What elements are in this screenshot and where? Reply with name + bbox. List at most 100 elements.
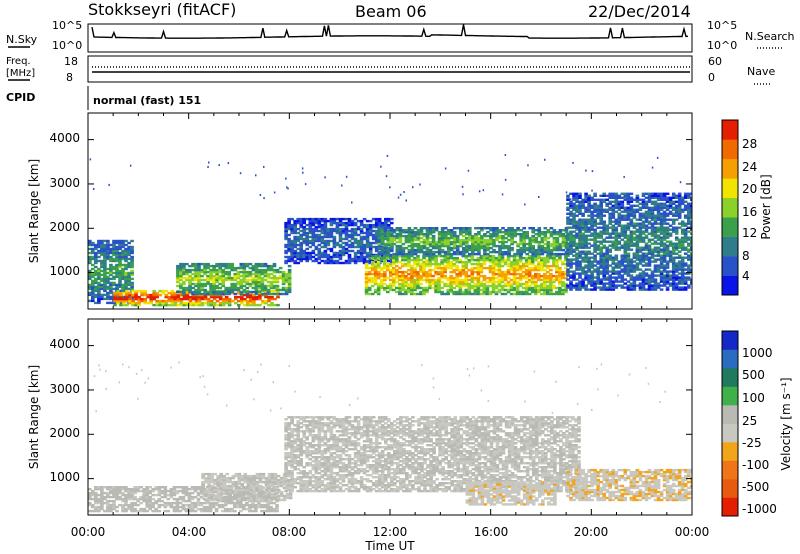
power-cell (482, 262, 487, 266)
power-cell (401, 242, 406, 246)
power-cell (593, 208, 597, 211)
power-cell (143, 301, 147, 305)
power-cell (614, 258, 619, 261)
power-cell (264, 295, 268, 299)
power-cell (593, 250, 597, 253)
power-cell (575, 256, 579, 259)
power-cell (446, 276, 450, 280)
power-cell (549, 244, 554, 248)
power-cell (659, 220, 664, 223)
power-cell (134, 295, 138, 299)
power-cell (437, 270, 441, 274)
power-cell (638, 260, 643, 263)
power-cell (296, 255, 300, 259)
power-cell (489, 234, 493, 238)
power-cell (127, 241, 131, 245)
power-cell (243, 293, 247, 297)
power-cell (537, 248, 542, 252)
power-cell (497, 272, 502, 276)
power-cell (182, 295, 187, 299)
power-cell (419, 270, 423, 274)
power-cell (534, 292, 538, 296)
power-cell (200, 262, 204, 266)
power-cell (425, 262, 429, 266)
power-cell (373, 256, 378, 260)
power-cell (593, 206, 597, 209)
power-cell (611, 236, 616, 239)
power-cell (537, 242, 542, 246)
power-cell (569, 220, 573, 223)
power-cell (296, 219, 300, 223)
power-cell (115, 263, 119, 267)
power-cell (452, 292, 456, 296)
power-cell (446, 284, 450, 288)
power-cell (221, 290, 225, 294)
power-cell (668, 228, 673, 231)
power-cell (482, 286, 487, 290)
power-cell (398, 229, 403, 232)
power-cell (373, 262, 378, 266)
power-cell (566, 246, 570, 249)
power-cell (387, 223, 391, 227)
power-cell (452, 233, 457, 236)
power-cell (617, 218, 622, 221)
power-cell (575, 208, 579, 211)
power-cell (350, 227, 355, 231)
power-cell (350, 233, 355, 237)
power-cell (449, 282, 453, 286)
power-cell (284, 223, 288, 227)
power-cell (461, 260, 466, 264)
power-cell (422, 268, 426, 272)
power-cell (179, 303, 184, 307)
power-cell (623, 226, 628, 229)
power-cell (524, 203, 526, 206)
power-cell (626, 210, 631, 213)
power-cell (614, 192, 619, 195)
power-cell (650, 260, 655, 263)
power-cell (374, 247, 379, 251)
power-cell (428, 236, 433, 240)
power-cell (118, 257, 122, 261)
power-cell (137, 301, 141, 305)
power-cell (638, 246, 643, 249)
power-cell (422, 260, 426, 264)
power-cell (407, 229, 412, 232)
power-cell (608, 258, 612, 261)
power-cell (644, 212, 649, 215)
power-cell (665, 272, 670, 275)
power-cell (578, 254, 582, 257)
power-cell (509, 260, 514, 264)
power-cell (662, 258, 667, 261)
power-cell (299, 259, 303, 263)
power-cell (572, 224, 576, 227)
power-cell (230, 276, 234, 280)
power-cell (376, 266, 381, 270)
power-cell (455, 246, 460, 250)
power-cell (416, 244, 421, 248)
power-cell (480, 234, 484, 238)
power-cell (338, 223, 343, 227)
power-cell (623, 224, 628, 227)
power-cell (653, 258, 658, 261)
power-cell (623, 216, 628, 219)
power-cell (311, 249, 316, 253)
power-cell (683, 272, 688, 275)
power-cell (449, 260, 453, 264)
power-cell (389, 236, 394, 240)
power-cell (440, 250, 445, 254)
power-cell (489, 227, 493, 230)
power-cell (629, 192, 634, 195)
power-cell (130, 263, 134, 267)
power-cell (578, 232, 582, 235)
power-cell (398, 270, 402, 274)
power-cell (671, 214, 676, 217)
power-cell (416, 280, 420, 284)
power-cell (572, 216, 576, 219)
power-cell (364, 274, 369, 278)
power-cell (143, 291, 147, 295)
power-cell (452, 286, 456, 290)
power-cell (524, 272, 529, 276)
power-cell (314, 227, 319, 231)
power-cell (127, 287, 131, 291)
power-cell (452, 262, 456, 266)
